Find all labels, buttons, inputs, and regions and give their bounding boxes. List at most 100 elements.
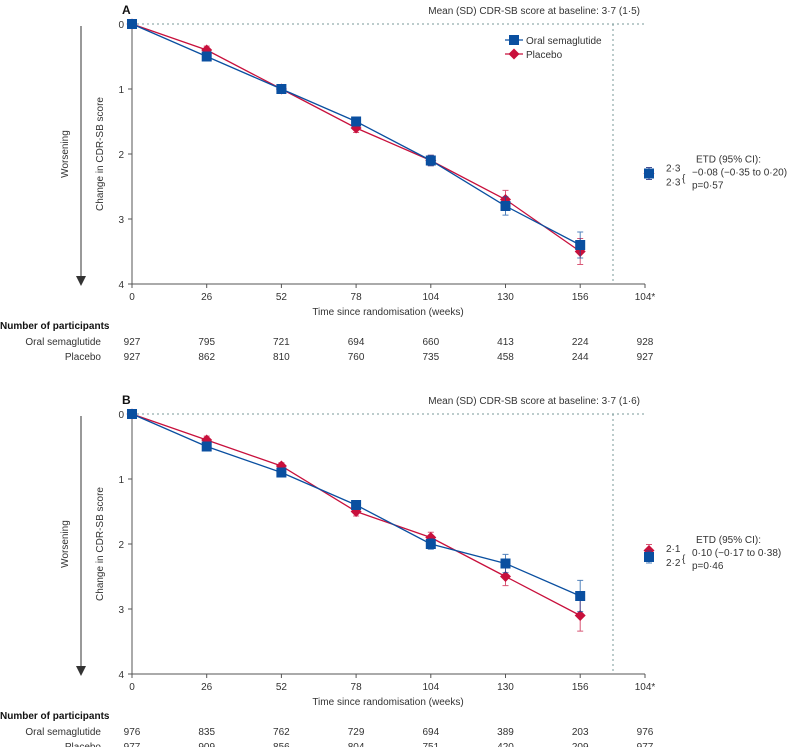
- row-label: Placebo: [65, 352, 102, 363]
- participant-count: 751: [422, 742, 439, 747]
- table-title: Number of participants: [0, 321, 110, 332]
- summary-value: 2·3: [666, 164, 681, 175]
- square-marker: [201, 441, 212, 452]
- participant-count: 927: [637, 352, 654, 363]
- legend: Oral semaglutide Placebo: [505, 35, 602, 61]
- y-tick-label: 4: [118, 670, 124, 681]
- x-tick-label: 78: [351, 682, 363, 693]
- x-tick-label: 0: [129, 292, 135, 303]
- brace-icon: {: [682, 174, 686, 185]
- x-tick-label: 26: [201, 292, 213, 303]
- worsening-label: Worsening: [60, 130, 71, 178]
- x-tick-label: 52: [276, 682, 288, 693]
- etd-value: 0·10 (−0·17 to 0·38): [692, 548, 781, 559]
- participant-count: 244: [572, 352, 589, 363]
- participant-count: 927: [124, 337, 141, 348]
- summary-value: 2·1: [666, 544, 681, 555]
- etd-value: −0·08 (−0·35 to 0·20): [692, 168, 787, 179]
- square-marker: [276, 84, 287, 94]
- summary-value: 2·2: [666, 558, 681, 569]
- square-marker: [509, 35, 519, 45]
- square-marker: [351, 500, 362, 510]
- participant-count: 729: [348, 727, 365, 738]
- x-tick-label: 52: [276, 292, 288, 303]
- participant-count: 976: [124, 727, 141, 738]
- square-marker: [425, 539, 436, 549]
- panel-label: A: [122, 3, 131, 17]
- y-tick-label: 1: [118, 85, 124, 96]
- arrow-head-icon: [76, 666, 86, 676]
- x-tick-label: 156: [572, 292, 589, 303]
- arrow-head-icon: [76, 276, 86, 286]
- row-label: Placebo: [65, 742, 102, 747]
- x-tick-label: 104*: [635, 292, 656, 303]
- y-axis-title: Change in CDR-SB score: [95, 97, 106, 211]
- participant-count: 660: [422, 337, 439, 348]
- x-tick-label: 78: [351, 292, 363, 303]
- legend-label: Placebo: [526, 50, 563, 61]
- y-axis-title: Change in CDR-SB score: [95, 487, 106, 601]
- participant-count: 694: [422, 727, 439, 738]
- participant-count: 927: [124, 352, 141, 363]
- participant-count: 862: [198, 352, 215, 363]
- row-label: Oral semaglutide: [25, 727, 101, 738]
- x-tick-label: 104: [422, 682, 439, 693]
- square-marker: [127, 409, 137, 419]
- x-tick-label: 0: [129, 682, 135, 693]
- square-marker: [644, 552, 654, 562]
- x-tick-label: 130: [497, 682, 514, 693]
- y-tick-label: 4: [118, 280, 124, 291]
- square-marker: [575, 591, 586, 601]
- participant-count: 909: [198, 742, 215, 747]
- square-marker: [500, 558, 511, 569]
- participant-count: 203: [572, 727, 589, 738]
- square-marker: [575, 240, 586, 250]
- participant-count: 977: [124, 742, 141, 747]
- x-tick-label: 130: [497, 292, 514, 303]
- p-value: p=0·57: [692, 181, 724, 192]
- panel-B: B Mean (SD) CDR-SB score at baseline: 3·7…: [0, 393, 781, 747]
- square-marker: [127, 19, 137, 29]
- participant-count: 760: [348, 352, 365, 363]
- participant-count: 413: [497, 337, 514, 348]
- brace-icon: {: [682, 554, 686, 565]
- worsening-label: Worsening: [60, 520, 71, 568]
- square-marker: [425, 155, 436, 166]
- participant-count: 694: [348, 337, 365, 348]
- y-tick-label: 3: [118, 215, 124, 226]
- etd-title: ETD (95% CI):: [696, 155, 761, 166]
- participant-count: 420: [497, 742, 514, 747]
- square-marker: [644, 168, 654, 179]
- participant-count: 458: [497, 352, 514, 363]
- panel-A: A Mean (SD) CDR-SB score at baseline: 3·7…: [0, 3, 787, 363]
- participant-count: 976: [637, 727, 654, 738]
- row-label: Oral semaglutide: [25, 337, 101, 348]
- participant-count: 224: [572, 337, 589, 348]
- baseline-subtitle: Mean (SD) CDR-SB score at baseline: 3·7 …: [428, 6, 640, 17]
- x-tick-label: 104*: [635, 682, 656, 693]
- y-tick-label: 2: [118, 540, 124, 551]
- etd-title: ETD (95% CI):: [696, 535, 761, 546]
- panel-label: B: [122, 393, 131, 407]
- y-tick-label: 2: [118, 150, 124, 161]
- participant-count: 735: [422, 352, 439, 363]
- square-marker: [276, 467, 287, 478]
- summary-value: 2·3: [666, 178, 681, 189]
- y-tick-label: 0: [118, 20, 124, 31]
- p-value: p=0·46: [692, 561, 724, 572]
- baseline-subtitle: Mean (SD) CDR-SB score at baseline: 3·7 …: [428, 396, 640, 407]
- participant-count: 804: [348, 742, 365, 747]
- participant-count: 810: [273, 352, 290, 363]
- diamond-marker: [574, 610, 586, 621]
- x-tick-label: 104: [422, 292, 439, 303]
- square-marker: [201, 51, 212, 62]
- participant-count: 209: [572, 742, 589, 747]
- y-tick-label: 0: [118, 410, 124, 421]
- square-marker: [500, 201, 511, 211]
- series-oral-semaglutide: [127, 409, 586, 613]
- y-tick-label: 3: [118, 605, 124, 616]
- participant-count: 389: [497, 727, 514, 738]
- participant-count: 762: [273, 727, 290, 738]
- participant-count: 977: [637, 742, 654, 747]
